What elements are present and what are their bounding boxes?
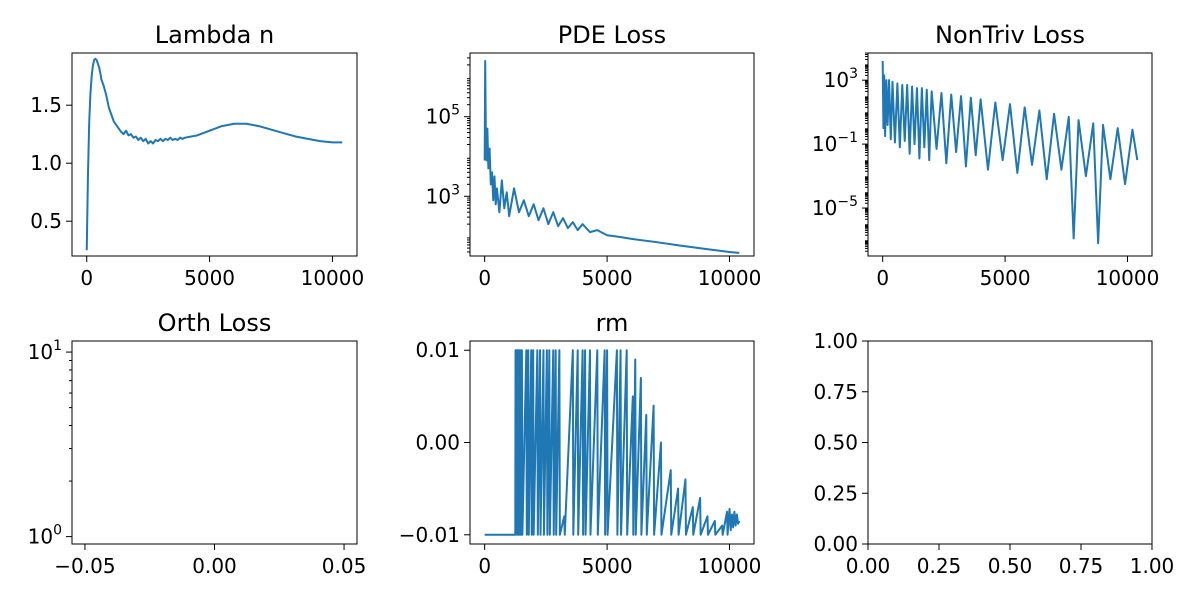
lambda-xtick-label: 10000 <box>301 266 365 290</box>
rm-xtick-label: 5000 <box>582 554 633 578</box>
pde-xtick-label: 10000 <box>698 266 762 290</box>
nontriv-xtick-label: 10000 <box>1096 266 1160 290</box>
pde-ytick-label: 105 <box>426 103 460 129</box>
orth-ytick-label: 101 <box>28 338 62 364</box>
pde-axes-frame <box>469 52 755 257</box>
rm-series-line <box>484 349 741 536</box>
orth-axes-frame <box>71 340 358 545</box>
orth-xtick-label: 0.05 <box>322 554 367 578</box>
rm-xtick-label: 0 <box>478 554 491 578</box>
nontriv-ytick-label: 10−5 <box>812 194 858 220</box>
empty-ytick-label: 0.75 <box>813 380 858 404</box>
panel-pde: PDE Loss 0 5000 10000 103 105 <box>426 21 762 290</box>
empty-axes-frame <box>867 340 1153 545</box>
nontriv-xtick-label: 0 <box>876 266 889 290</box>
empty-ytick-label: 1.00 <box>813 329 858 353</box>
lambda-title: Lambda n <box>155 21 274 49</box>
panel-lambda: Lambda n 0 5000 10000 0.5 1.0 1.5 <box>30 21 364 290</box>
lambda-series-line <box>85 57 343 251</box>
orth-xtick-label: 0.00 <box>192 554 237 578</box>
nontriv-ytick-label: 10−1 <box>812 130 858 156</box>
panel-orth: Orth Loss −0.05 0.00 0.05 100 101 <box>28 309 367 578</box>
empty-ytick-label: 0.50 <box>813 431 858 455</box>
empty-ytick-label: 0.00 <box>813 532 858 556</box>
orth-title: Orth Loss <box>158 309 272 337</box>
lambda-xtick-label: 0 <box>80 266 93 290</box>
rm-ytick-label: 0.00 <box>415 431 460 455</box>
nontriv-title: NonTriv Loss <box>935 21 1085 49</box>
lambda-ytick-label: 0.5 <box>30 209 62 233</box>
lambda-ytick-label: 1.5 <box>30 93 62 117</box>
orth-ytick-label: 100 <box>28 523 62 549</box>
pde-ytick-label: 103 <box>426 182 460 208</box>
pde-xtick-label: 5000 <box>582 266 633 290</box>
empty-xtick-label: 1.00 <box>1130 554 1175 578</box>
panel-rm: rm 0 5000 10000 −0.01 0.00 0.01 <box>399 309 762 578</box>
nontriv-xtick-label: 5000 <box>980 266 1031 290</box>
empty-ytick-label: 0.25 <box>813 481 858 505</box>
rm-ytick-label: 0.01 <box>415 338 460 362</box>
panel-nontriv: NonTriv Loss 0 5000 10000 10−5 10−1 103 <box>812 21 1159 290</box>
rm-title: rm <box>596 309 629 337</box>
empty-xtick-label: 0.25 <box>917 554 962 578</box>
nontriv-axes-frame <box>867 52 1153 257</box>
nontriv-ytick-label: 103 <box>824 66 858 92</box>
rm-ytick-label: −0.01 <box>399 523 460 547</box>
pde-series-line <box>483 59 740 254</box>
pde-title: PDE Loss <box>558 21 666 49</box>
rm-xtick-label: 10000 <box>698 554 762 578</box>
empty-xtick-label: 0.75 <box>1059 554 1104 578</box>
nontriv-series-line <box>881 60 1139 245</box>
lambda-xtick-label: 5000 <box>184 266 235 290</box>
empty-xtick-label: 0.50 <box>988 554 1033 578</box>
orth-xtick-label: −0.05 <box>54 554 115 578</box>
panel-empty: 0.00 0.25 0.50 0.75 1.00 0.00 0.25 0.50 0.75 1.00 <box>813 329 1174 578</box>
lambda-ytick-label: 1.0 <box>30 151 62 175</box>
pde-xtick-label: 0 <box>478 266 491 290</box>
lambda-axes-frame <box>71 52 358 257</box>
empty-xtick-label: 0.00 <box>846 554 891 578</box>
